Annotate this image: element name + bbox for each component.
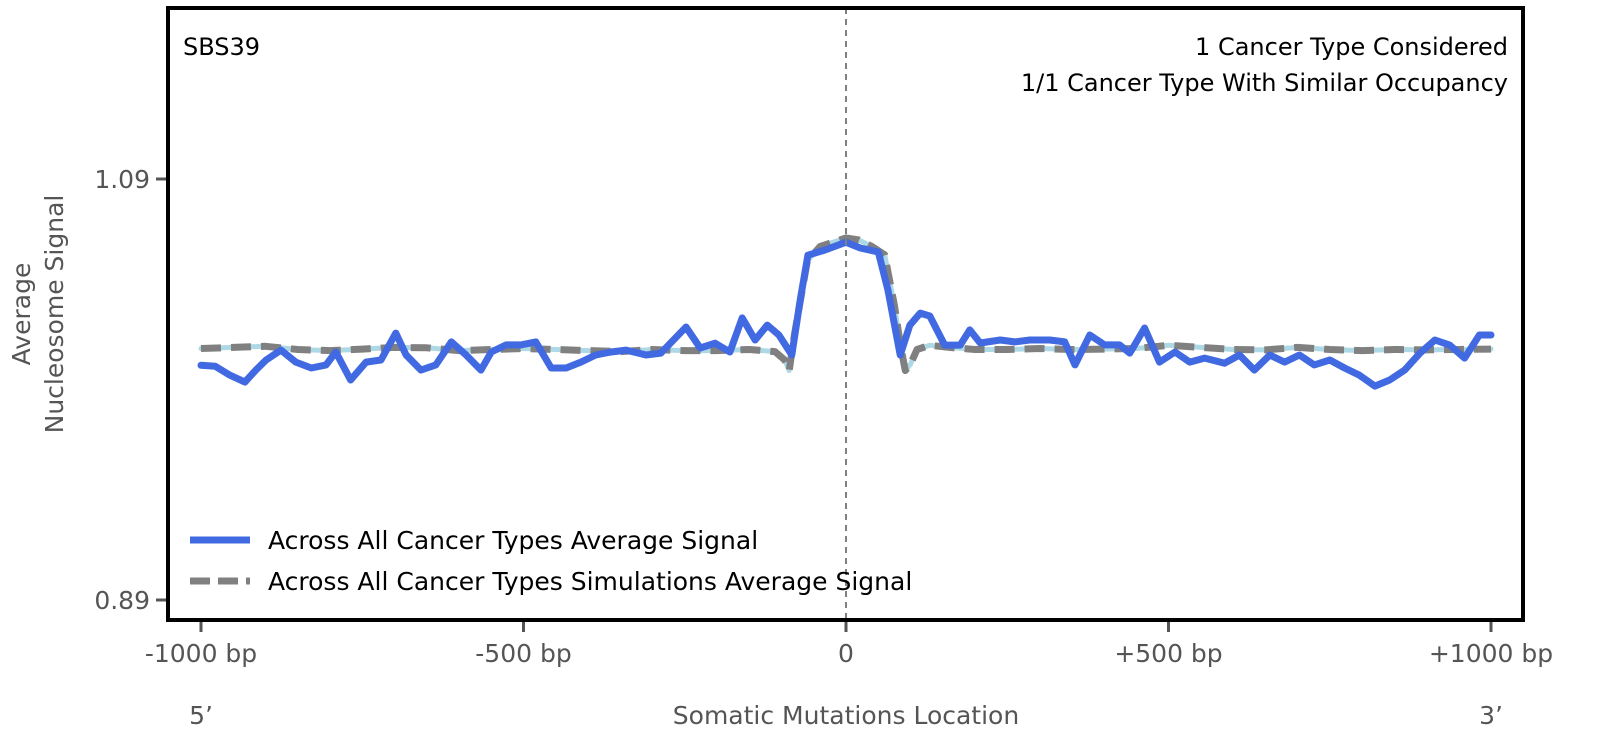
series-line-1 [200,234,1492,375]
x-tick-label: -500 bp [475,639,571,668]
annotation-cancer-types-considered: 1 Cancer Type Considered [1195,33,1508,61]
x-end-label-5prime: 5’ [189,701,213,730]
signature-label: SBS39 [183,33,260,61]
y-axis-title: Average Nucleosome Signal [7,195,69,434]
axis-ticks: -1000 bp -500 bp 0 +500 bp +1000 bp 1.09 0.89 [94,165,1553,668]
y-axis-title-line1: Average [7,263,36,366]
x-axis-title: Somatic Mutations Location [673,701,1019,730]
x-end-label-3prime: 3’ [1479,701,1503,730]
x-tick-label: 0 [838,639,854,668]
plot-frame [166,6,1525,622]
annotation-similar-occupancy: 1/1 Cancer Type With Similar Occupancy [1021,69,1508,97]
legend-label-observed: Across All Cancer Types Average Signal [268,526,758,555]
x-tick-label: +500 bp [1114,639,1222,668]
y-tick-label: 0.89 [94,586,150,615]
y-tick-label: 1.09 [94,165,150,194]
y-axis-title-line2: Nucleosome Signal [40,195,69,434]
legend-label-simulated: Across All Cancer Types Simulations Aver… [268,567,912,596]
x-tick-label: -1000 bp [145,639,257,668]
x-tick-label: +1000 bp [1429,639,1553,668]
legend: Across All Cancer Types Average Signal A… [190,526,912,596]
